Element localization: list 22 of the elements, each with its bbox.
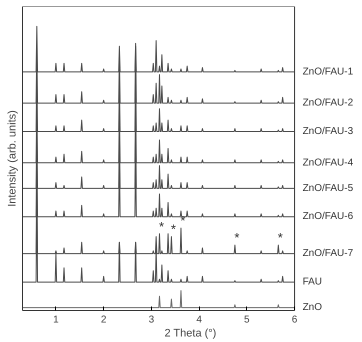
series-label: ZnO: [302, 302, 322, 314]
series-label: ZnO/FAU-2: [302, 98, 354, 109]
annotation: *: [158, 218, 164, 234]
series-label: ZnO/FAU-5: [302, 182, 354, 194]
x-tick-label: 2: [100, 314, 107, 326]
y-axis-title: Intensity (arb. units): [6, 110, 18, 207]
annotation: *: [170, 222, 176, 237]
series-label: ZnO/FAU-1: [302, 66, 354, 78]
annotation: *: [180, 213, 186, 228]
series-label: ZnO/FAU-7: [302, 248, 354, 260]
x-tick-label: 3: [148, 314, 155, 326]
series-label: ZnO/FAU-4: [302, 157, 354, 168]
series-label: FAU: [302, 276, 322, 288]
x-tick-label: 6: [292, 314, 298, 326]
annotation: *: [234, 230, 240, 246]
series-label: ZnO/FAU-3: [302, 126, 354, 138]
x-axis-title: 2 Theta (°): [164, 328, 216, 340]
x-tick-label: 1: [53, 314, 60, 326]
x-tick-label: 4: [196, 314, 202, 326]
annotation: *: [278, 230, 283, 246]
x-tick-label: 5: [244, 314, 250, 326]
series-label: ZnO/FAU-6: [302, 211, 354, 222]
